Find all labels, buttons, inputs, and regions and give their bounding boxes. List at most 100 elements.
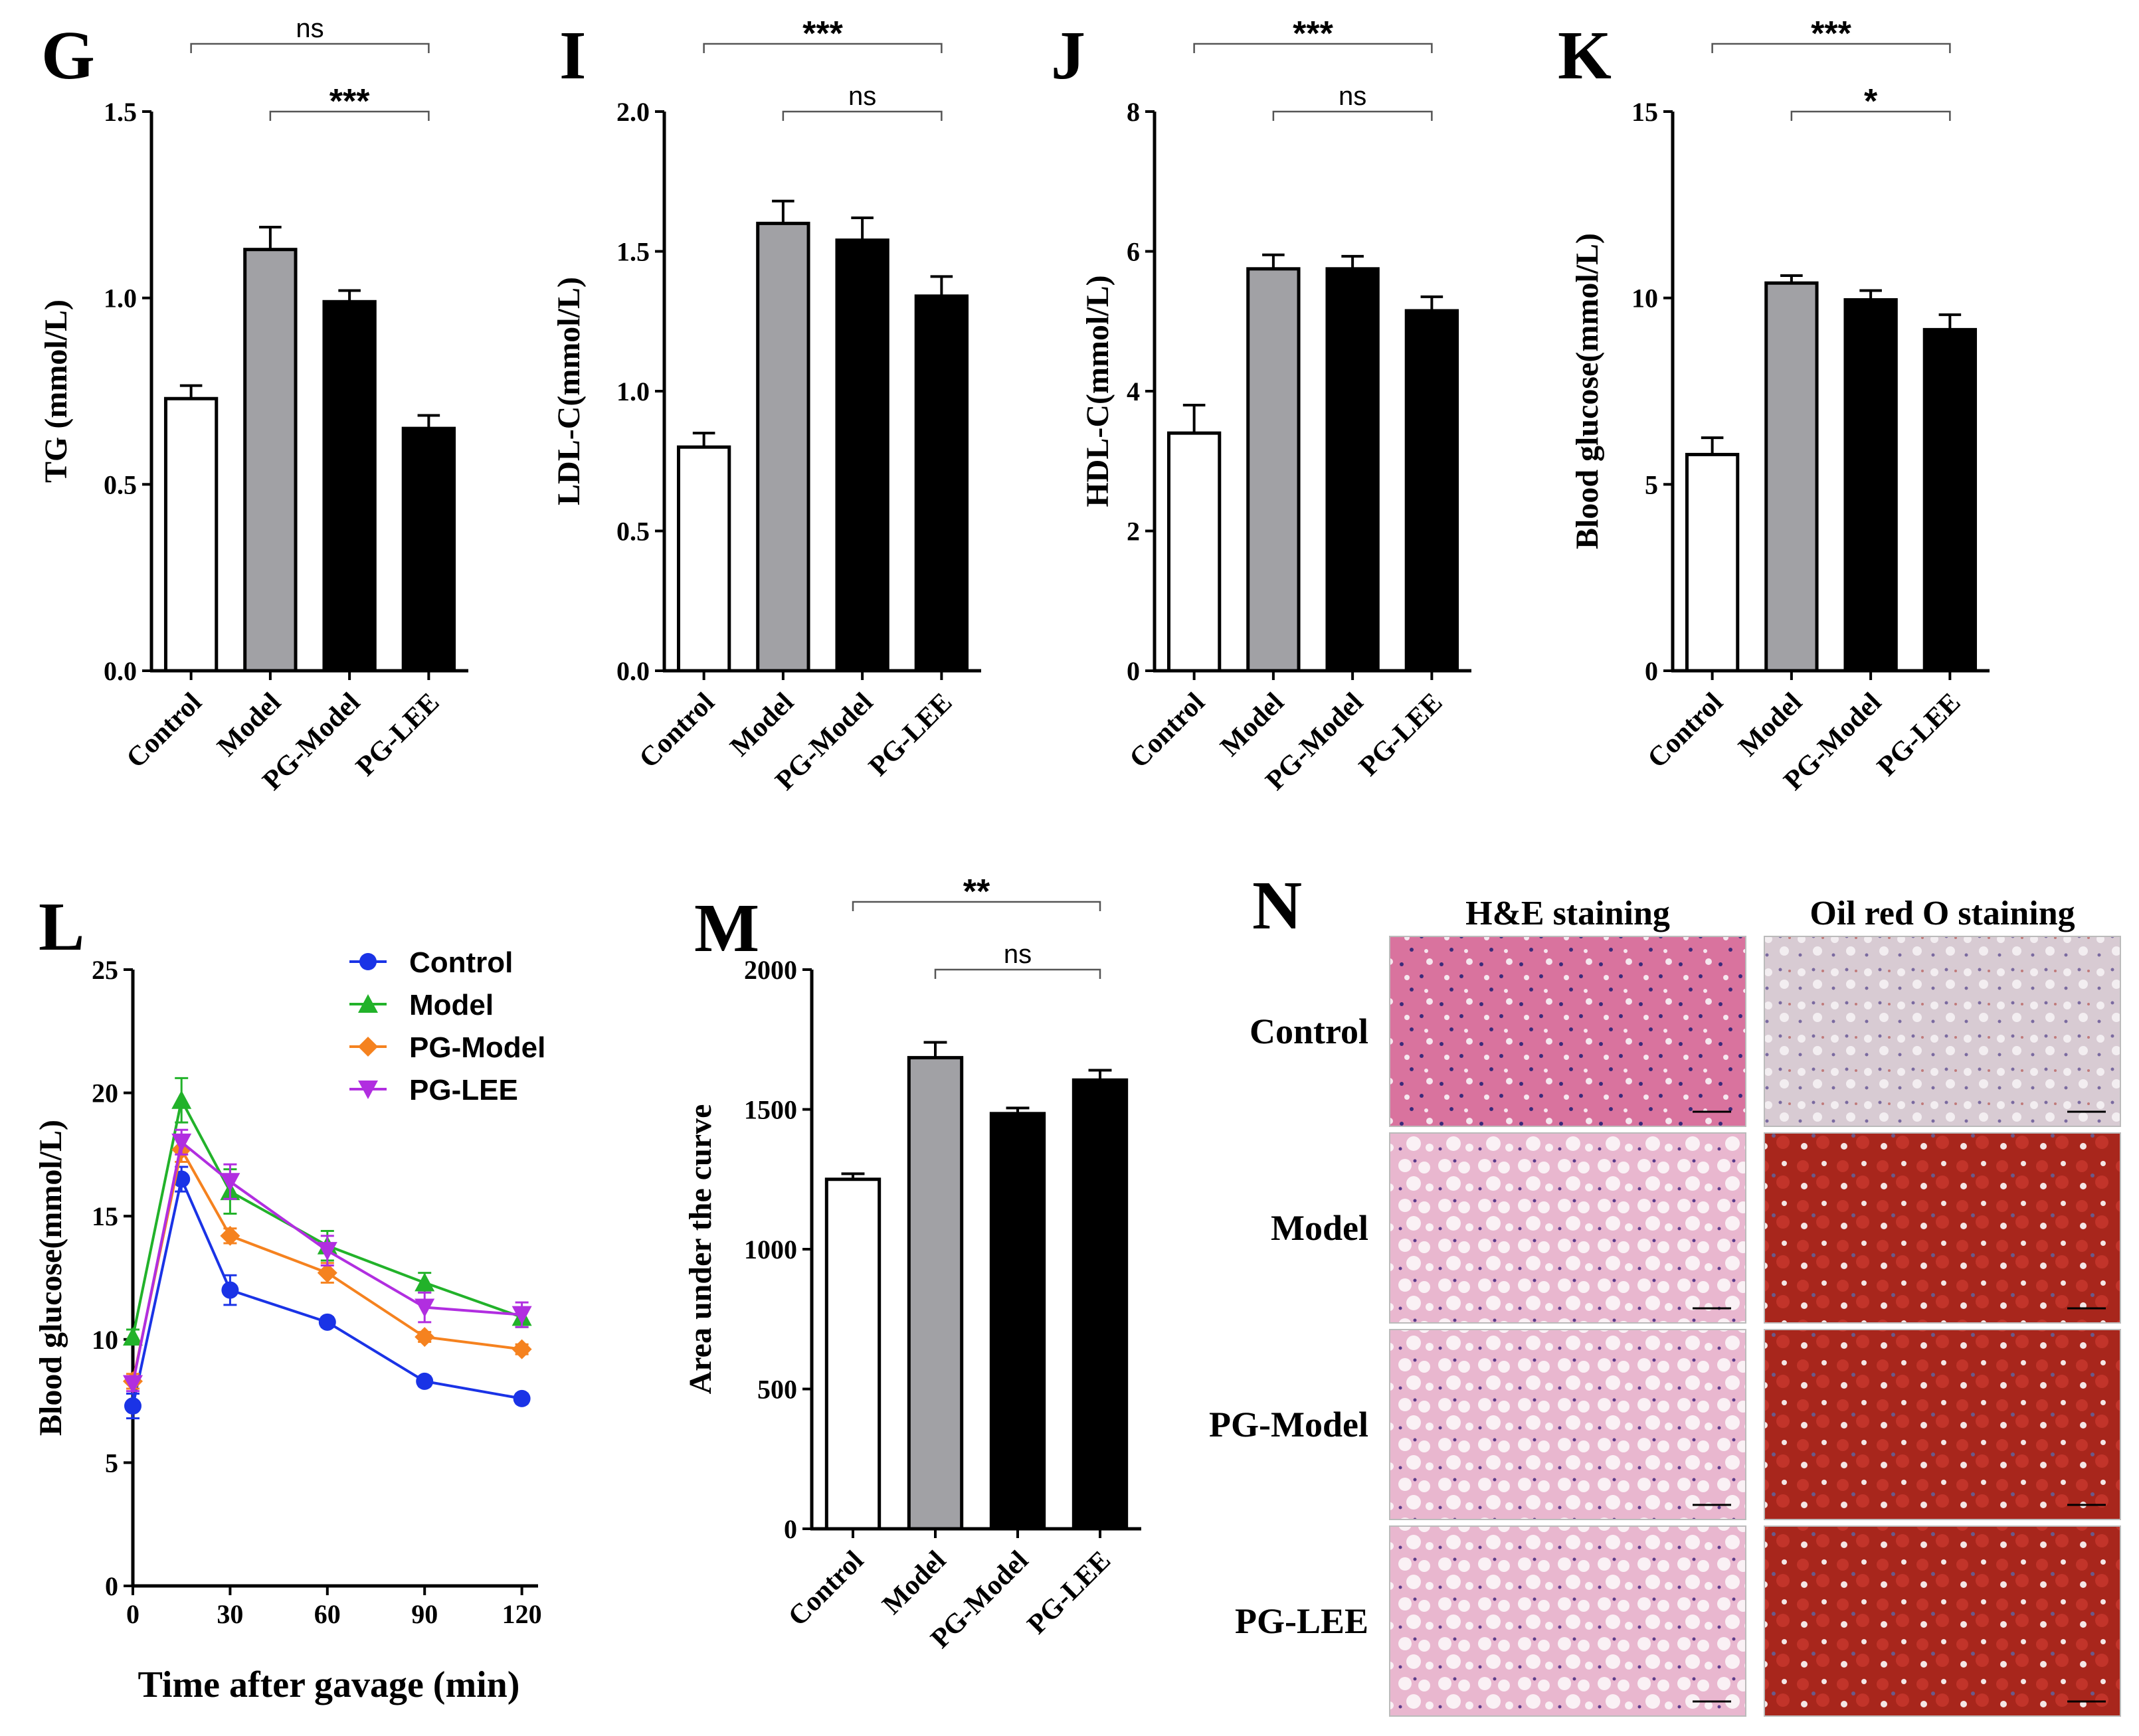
y-tick-label: 1.5 xyxy=(616,237,650,267)
bar-control xyxy=(676,445,731,673)
x-axis-label: Time after gavage (min) xyxy=(138,1664,520,1705)
y-tick-label: 15 xyxy=(1631,97,1658,127)
he-image-pg-model xyxy=(1389,1329,1746,1520)
data-point xyxy=(415,1327,435,1347)
data-point xyxy=(318,1313,336,1331)
panel-L: L 0 5 10 15 20 25 0 30 60 90 120 Blood glucose(mmol/… xyxy=(33,889,545,1705)
legend-item: Model xyxy=(349,989,494,1021)
significance-label: *** xyxy=(329,82,370,121)
data-point xyxy=(124,1397,141,1415)
panel-N: N H&E staining Oil red O staining Control Mo… xyxy=(1209,867,2121,1717)
y-tick-label: 5 xyxy=(1645,470,1658,499)
y-tick-label: 1000 xyxy=(744,1235,797,1264)
legend-label: Model xyxy=(409,989,494,1021)
y-tick-label: 0.0 xyxy=(104,656,137,686)
y-tick-label: 2 xyxy=(1127,517,1140,547)
bar-model xyxy=(907,1056,964,1531)
bar-model xyxy=(1246,267,1301,673)
significance-label: *** xyxy=(1293,15,1333,53)
data-point xyxy=(415,1272,435,1292)
significance-label: * xyxy=(1864,82,1878,121)
y-tick-label: 0 xyxy=(1127,656,1140,686)
category-label: Control xyxy=(1642,687,1729,774)
data-point xyxy=(171,1090,192,1109)
category-label: Control xyxy=(1124,687,1211,774)
category-label: Model xyxy=(725,687,800,762)
data-point xyxy=(171,1133,192,1152)
bar-pg-lee xyxy=(401,426,456,673)
series-line xyxy=(132,1140,522,1385)
y-axis-label: TG (mmol/L) xyxy=(39,300,74,483)
series-pg-lee xyxy=(123,1128,532,1394)
data-point xyxy=(358,1081,378,1099)
bar-control xyxy=(1685,452,1740,673)
column-header-he: H&E staining xyxy=(1465,895,1670,932)
y-axis-label: Area under the curve xyxy=(683,1104,718,1395)
y-axis-label: Blood glucose(mmol/L) xyxy=(33,1120,68,1436)
bar-control xyxy=(824,1177,882,1531)
data-point xyxy=(123,1375,143,1394)
category-label: PG-LEE xyxy=(863,687,958,782)
legend-label: PG-LEE xyxy=(409,1074,518,1106)
data-point xyxy=(220,1225,240,1246)
category-label: Model xyxy=(1733,687,1808,762)
category-label: Control xyxy=(121,687,208,774)
y-axis-label: LDL-C(mmol/L) xyxy=(551,277,587,505)
category-label: PG-LEE xyxy=(1871,687,1966,782)
category-label: PG-LEE xyxy=(1353,687,1448,782)
legend-label: PG-Model xyxy=(409,1031,545,1064)
significance-bracket xyxy=(1790,110,1951,121)
y-tick-label: 0 xyxy=(784,1514,797,1544)
legend-item: PG-LEE xyxy=(349,1074,518,1106)
bar-pg-lee xyxy=(1922,327,1978,673)
legend-label: Control xyxy=(409,946,513,979)
y-axis-label: HDL-C(mmol/L) xyxy=(1080,275,1115,507)
significance-label: ns xyxy=(848,82,876,111)
row-label: Control xyxy=(1250,1011,1368,1051)
bar-model xyxy=(243,248,298,673)
data-point xyxy=(415,1298,435,1318)
data-point xyxy=(359,953,377,970)
panel-G: G0.00.51.01.5TG (mmol/L)Control ModelPG-M… xyxy=(39,14,468,796)
significance-bracket xyxy=(934,968,1101,979)
panel-letter: K xyxy=(1558,17,1612,94)
y-tick-label: 20 xyxy=(92,1079,118,1108)
data-point xyxy=(416,1372,434,1390)
x-tick-label: 30 xyxy=(217,1599,243,1629)
category-label: PG-LEE xyxy=(1022,1545,1117,1640)
x-tick-label: 120 xyxy=(502,1599,542,1629)
bar-pg-lee xyxy=(914,294,969,673)
y-tick-label: 1.0 xyxy=(104,284,137,313)
panel-letter: I xyxy=(559,17,586,94)
bar-control xyxy=(163,396,219,673)
y-tick-label: 2000 xyxy=(744,955,797,985)
oil-red-o-image-model xyxy=(1764,1132,2121,1324)
y-tick-label: 0.0 xyxy=(616,656,650,686)
he-image-pg-lee xyxy=(1389,1525,1746,1717)
data-point xyxy=(513,1389,531,1407)
column-header-oil-red-o: Oil red O staining xyxy=(1810,895,2075,932)
bar-pg-model xyxy=(835,238,889,673)
y-tick-label: 15 xyxy=(92,1201,118,1231)
panel-K: K 0 5 10 15 Blood glucose(mmol/L) Control Model… xyxy=(1558,15,1990,796)
significance-label: ns xyxy=(1004,940,1032,969)
panel-letter: J xyxy=(1051,17,1085,94)
y-tick-label: 1.0 xyxy=(616,377,650,406)
bar-pg-lee xyxy=(1404,309,1459,673)
oil-red-o-image-control xyxy=(1764,936,2121,1127)
series-model xyxy=(123,1077,532,1346)
significance-label: ** xyxy=(963,873,990,911)
data-point xyxy=(512,1306,532,1325)
significance-label: ns xyxy=(1339,82,1366,111)
panel-M: M 0 500 1000 1500 2000 Area under the curve Con… xyxy=(683,873,1141,1654)
category-label: Model xyxy=(1215,687,1290,762)
significance-bracket xyxy=(190,43,430,53)
bar-pg-model xyxy=(1843,298,1898,673)
legend-item: Control xyxy=(349,946,513,979)
series-line xyxy=(132,1096,523,1338)
data-point xyxy=(123,1327,143,1346)
significance-bracket xyxy=(703,43,943,53)
bar-pg-model xyxy=(322,300,377,673)
bar-control xyxy=(1166,431,1222,673)
